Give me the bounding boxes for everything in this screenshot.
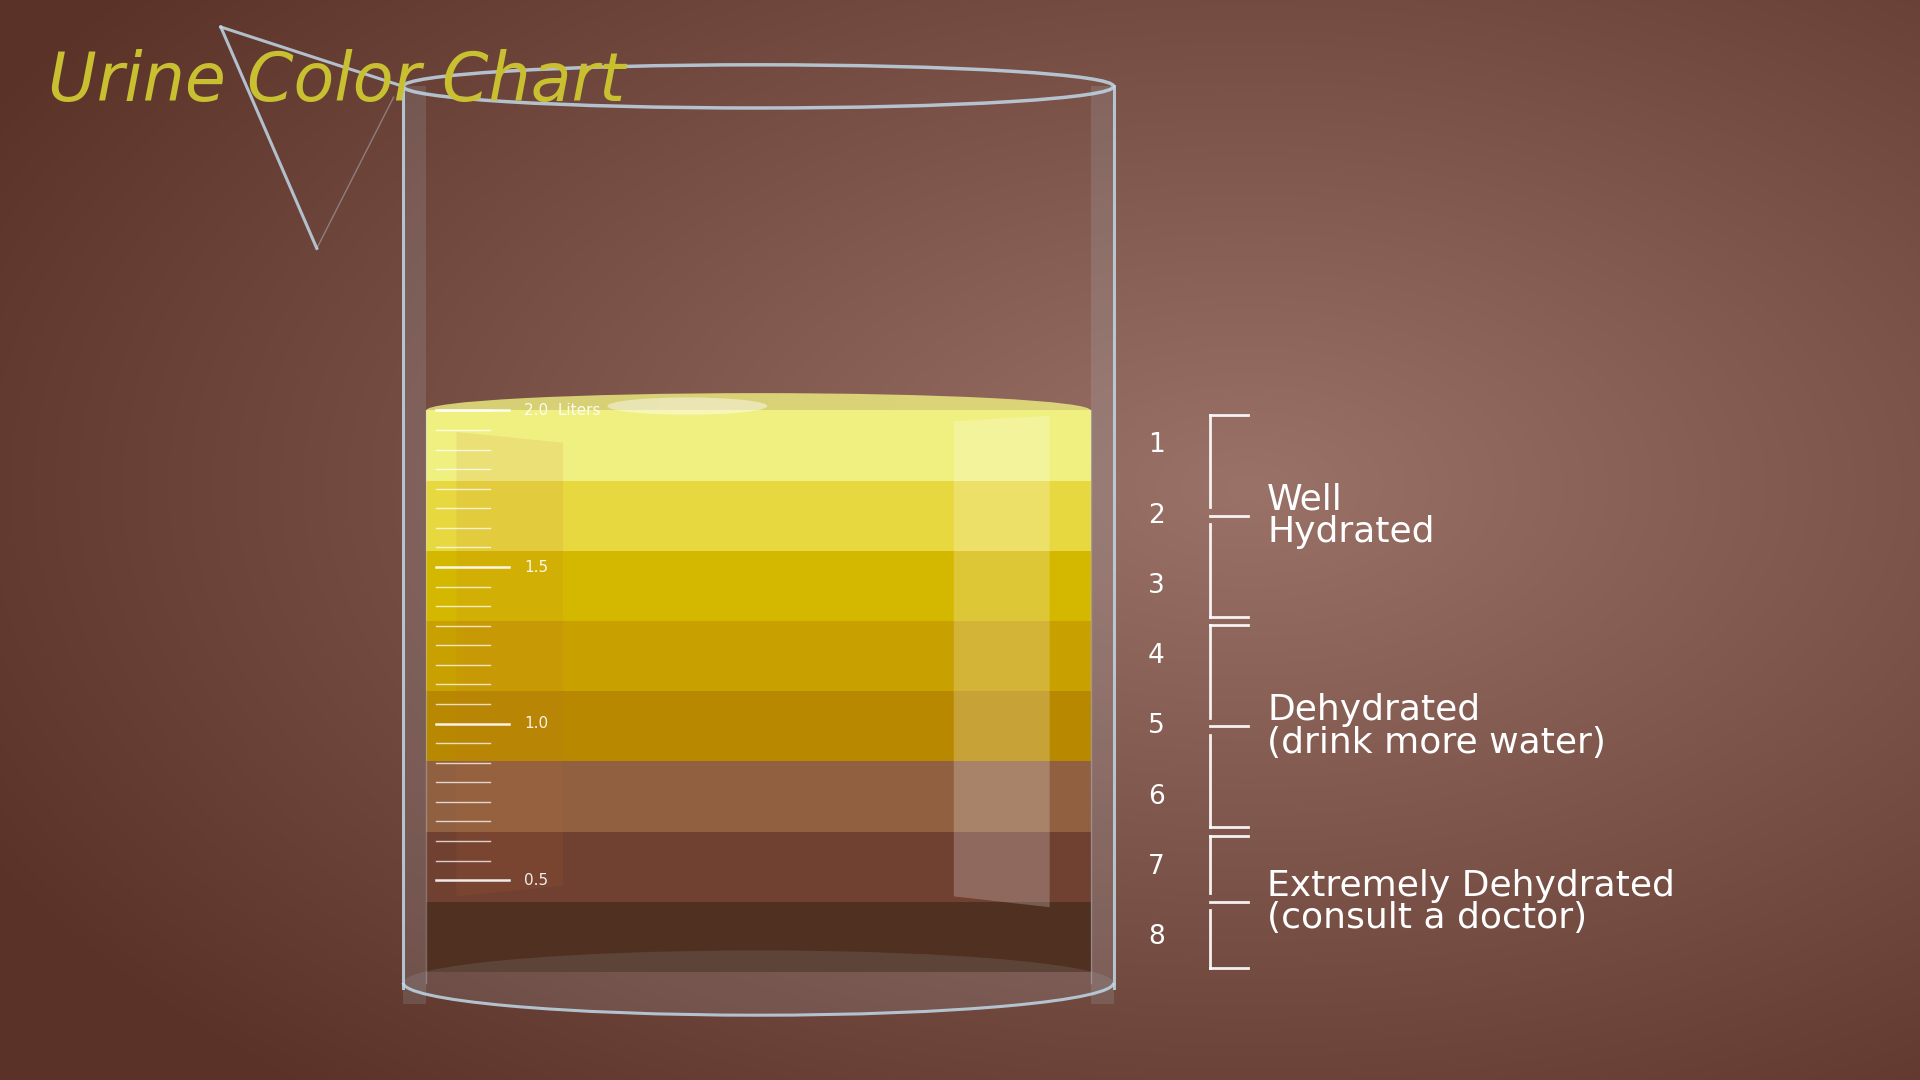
Text: 2: 2 bbox=[1148, 502, 1165, 529]
Polygon shape bbox=[954, 416, 1050, 907]
Text: Dehydrated: Dehydrated bbox=[1267, 693, 1480, 727]
Bar bbox=[426, 551, 1091, 621]
Bar bbox=[426, 902, 1091, 972]
Text: (consult a doctor): (consult a doctor) bbox=[1267, 901, 1588, 935]
Text: 0.5: 0.5 bbox=[524, 873, 549, 888]
Bar bbox=[426, 691, 1091, 761]
Text: 2.0  Liters: 2.0 Liters bbox=[524, 403, 601, 418]
Text: 5: 5 bbox=[1148, 713, 1165, 740]
Text: 8: 8 bbox=[1148, 923, 1165, 950]
Bar bbox=[426, 832, 1091, 902]
Bar bbox=[426, 481, 1091, 551]
Ellipse shape bbox=[607, 397, 768, 415]
Text: Urine Color Chart: Urine Color Chart bbox=[48, 49, 626, 114]
Text: 4: 4 bbox=[1148, 643, 1165, 670]
Text: 6: 6 bbox=[1148, 783, 1165, 810]
Bar bbox=[1091, 86, 1114, 1004]
Text: Extremely Dehydrated: Extremely Dehydrated bbox=[1267, 868, 1674, 903]
Text: 1.5: 1.5 bbox=[524, 559, 549, 575]
Text: Hydrated: Hydrated bbox=[1267, 515, 1434, 549]
Text: 7: 7 bbox=[1148, 853, 1165, 880]
Bar bbox=[426, 761, 1091, 832]
Ellipse shape bbox=[426, 393, 1091, 428]
Text: 1.0: 1.0 bbox=[524, 716, 549, 731]
Bar bbox=[403, 86, 426, 1004]
Text: (drink more water): (drink more water) bbox=[1267, 726, 1605, 759]
Text: 1: 1 bbox=[1148, 432, 1165, 459]
Text: 3: 3 bbox=[1148, 572, 1165, 599]
Bar bbox=[426, 621, 1091, 691]
Ellipse shape bbox=[403, 950, 1114, 1015]
Polygon shape bbox=[457, 432, 563, 896]
Text: Well: Well bbox=[1267, 483, 1342, 516]
Bar bbox=[426, 410, 1091, 481]
